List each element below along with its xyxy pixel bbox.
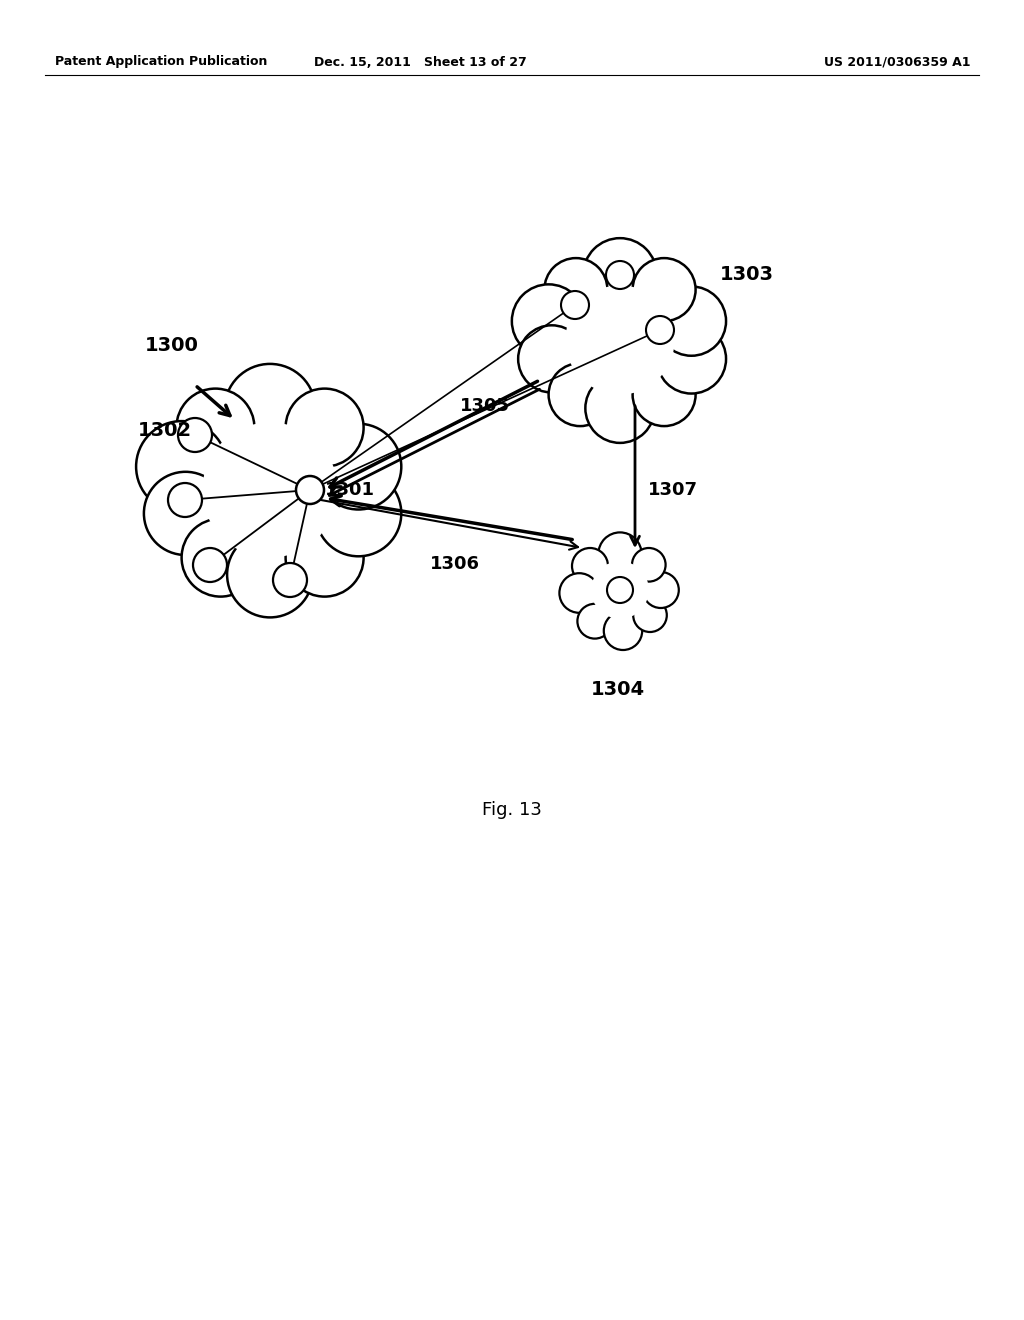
Circle shape [633,598,667,632]
Circle shape [656,286,726,356]
Circle shape [633,363,695,426]
Circle shape [590,560,650,620]
Text: US 2011/0306359 A1: US 2011/0306359 A1 [823,55,970,69]
Circle shape [518,325,586,392]
Circle shape [559,573,599,612]
Circle shape [545,259,607,321]
Circle shape [178,418,212,451]
Circle shape [643,572,679,609]
Circle shape [632,548,666,582]
Circle shape [578,603,612,639]
Circle shape [562,282,678,397]
Circle shape [586,374,654,444]
Circle shape [286,388,364,466]
Circle shape [633,259,695,321]
Circle shape [512,284,586,358]
Circle shape [607,577,633,603]
Circle shape [604,611,642,649]
Circle shape [561,290,589,319]
Circle shape [656,325,726,393]
Circle shape [176,388,254,466]
Circle shape [136,421,227,512]
Circle shape [591,561,649,619]
Circle shape [606,261,634,289]
Text: 1304: 1304 [591,680,645,700]
Text: Fig. 13: Fig. 13 [482,801,542,818]
Circle shape [646,315,674,345]
Circle shape [296,477,324,504]
Circle shape [315,470,401,556]
Circle shape [203,422,338,557]
Text: 1301: 1301 [325,480,375,499]
Circle shape [286,519,364,597]
Circle shape [168,483,202,517]
Circle shape [224,364,315,455]
Text: Dec. 15, 2011   Sheet 13 of 27: Dec. 15, 2011 Sheet 13 of 27 [313,55,526,69]
Circle shape [565,285,675,395]
Text: 1307: 1307 [648,480,698,499]
Circle shape [199,418,341,561]
Text: 1302: 1302 [138,421,193,440]
Circle shape [584,238,656,312]
Text: Patent Application Publication: Patent Application Publication [55,55,267,69]
Text: 1303: 1303 [720,265,774,285]
Text: 1305: 1305 [460,397,510,414]
Circle shape [144,471,227,554]
Circle shape [315,424,401,510]
Circle shape [572,548,608,583]
Circle shape [181,519,260,597]
Circle shape [227,532,313,618]
Text: 1306: 1306 [430,554,480,573]
Circle shape [273,564,307,597]
Text: 1300: 1300 [145,337,199,355]
Circle shape [549,363,611,426]
Circle shape [193,548,227,582]
Circle shape [598,532,642,576]
